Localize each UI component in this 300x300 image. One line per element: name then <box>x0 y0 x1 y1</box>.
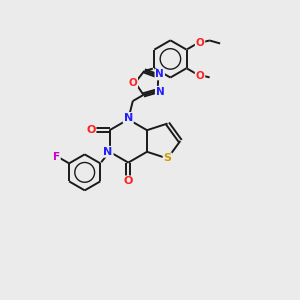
Text: O: O <box>196 70 204 81</box>
Text: S: S <box>164 154 172 164</box>
Text: O: O <box>86 125 96 135</box>
Text: O: O <box>196 38 204 48</box>
Text: N: N <box>124 113 133 123</box>
Text: F: F <box>53 152 60 162</box>
Text: O: O <box>124 176 133 186</box>
Text: N: N <box>155 70 164 80</box>
Text: O: O <box>128 78 137 88</box>
Text: N: N <box>103 147 113 157</box>
Text: N: N <box>156 87 164 97</box>
